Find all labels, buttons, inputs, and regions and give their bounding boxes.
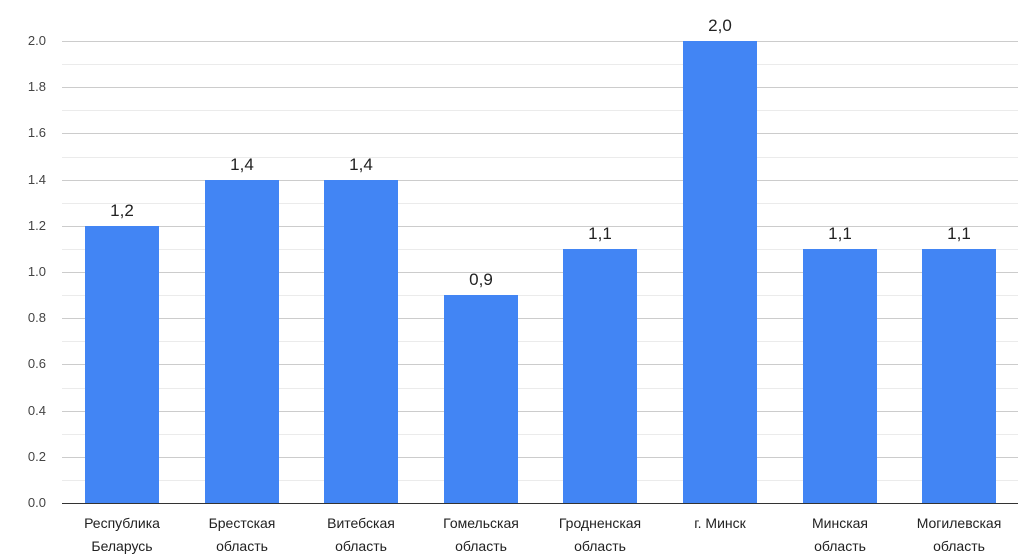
y-tick-label: 0.2 (27, 449, 46, 464)
minor-gridline (62, 64, 1018, 65)
major-gridline (62, 457, 1018, 458)
x-tick-label-line: Витебская (327, 515, 395, 531)
x-tick-label-line: Гомельская (443, 515, 519, 531)
x-tick-label-line: Брестская (208, 515, 276, 531)
bar-2 (324, 180, 398, 503)
x-tick-label-line: область (933, 538, 985, 554)
x-tick-label-line: Республика (84, 515, 160, 531)
major-gridline (62, 226, 1018, 227)
x-tick-label: Гродненская область (540, 512, 660, 558)
y-tick-label: 1.4 (27, 172, 46, 187)
x-tick-label-line: область (574, 538, 626, 554)
y-tick-label: 1.2 (27, 218, 46, 233)
major-gridline (62, 364, 1018, 365)
x-tick-label: Брестская область (182, 512, 302, 558)
bar-5 (683, 41, 757, 503)
minor-gridline (62, 480, 1018, 481)
major-gridline (62, 41, 1018, 42)
data-label: 1,1 (588, 224, 612, 243)
data-label: 2,0 (708, 16, 732, 35)
major-gridline (62, 180, 1018, 181)
minor-gridline (62, 434, 1018, 435)
x-tick-label-line: г. Минск (694, 515, 746, 531)
y-tick-label: 0.0 (27, 495, 46, 510)
x-tick-label-line: Гродненская (558, 515, 642, 531)
y-tick-label: 1.0 (27, 264, 46, 279)
data-label: 1,1 (947, 224, 971, 243)
y-tick-label: 1.6 (27, 125, 46, 140)
data-label: 1,4 (349, 155, 373, 174)
major-gridline (62, 318, 1018, 319)
bar-4 (563, 249, 637, 503)
y-tick-label: 0.8 (27, 310, 46, 325)
x-tick-label: Могилевская область (899, 512, 1019, 558)
x-tick-label: Республика Беларусь (62, 512, 182, 558)
y-tick-label: 0.6 (27, 356, 46, 371)
x-tick-label: Минская область (780, 512, 900, 558)
bar-6 (803, 249, 877, 503)
major-gridline (62, 411, 1018, 412)
x-tick-label-line: область (216, 538, 268, 554)
bar-0 (85, 226, 159, 503)
data-label: 1,4 (230, 155, 254, 174)
y-tick-label: 2.0 (27, 33, 46, 48)
x-tick-label-line: Беларусь (91, 538, 153, 554)
x-axis-baseline (62, 503, 1018, 504)
x-tick-label-line: область (455, 538, 507, 554)
minor-gridline (62, 341, 1018, 342)
x-tick-label: г. Минск (660, 512, 780, 558)
x-tick-label-line: Минская (811, 515, 868, 531)
x-tick-label-line (660, 535, 780, 558)
data-label: 1,1 (828, 224, 852, 243)
major-gridline (62, 87, 1018, 88)
x-tick-label-line: область (335, 538, 387, 554)
bar-3 (444, 295, 518, 503)
x-tick-label-line: область (814, 538, 866, 554)
bar-1 (205, 180, 279, 503)
major-gridline (62, 272, 1018, 273)
minor-gridline (62, 249, 1018, 250)
x-tick-label: Гомельская область (421, 512, 541, 558)
x-tick-label-line: Могилевская (916, 515, 1002, 531)
x-tick-label: Витебская область (301, 512, 421, 558)
minor-gridline (62, 157, 1018, 158)
data-label: 1,2 (110, 201, 134, 220)
bar-7 (922, 249, 996, 503)
minor-gridline (62, 388, 1018, 389)
major-gridline (62, 133, 1018, 134)
data-label: 0,9 (469, 270, 493, 289)
minor-gridline (62, 110, 1018, 111)
minor-gridline (62, 295, 1018, 296)
y-tick-label: 1.8 (27, 79, 46, 94)
minor-gridline (62, 203, 1018, 204)
y-tick-label: 0.4 (27, 403, 46, 418)
